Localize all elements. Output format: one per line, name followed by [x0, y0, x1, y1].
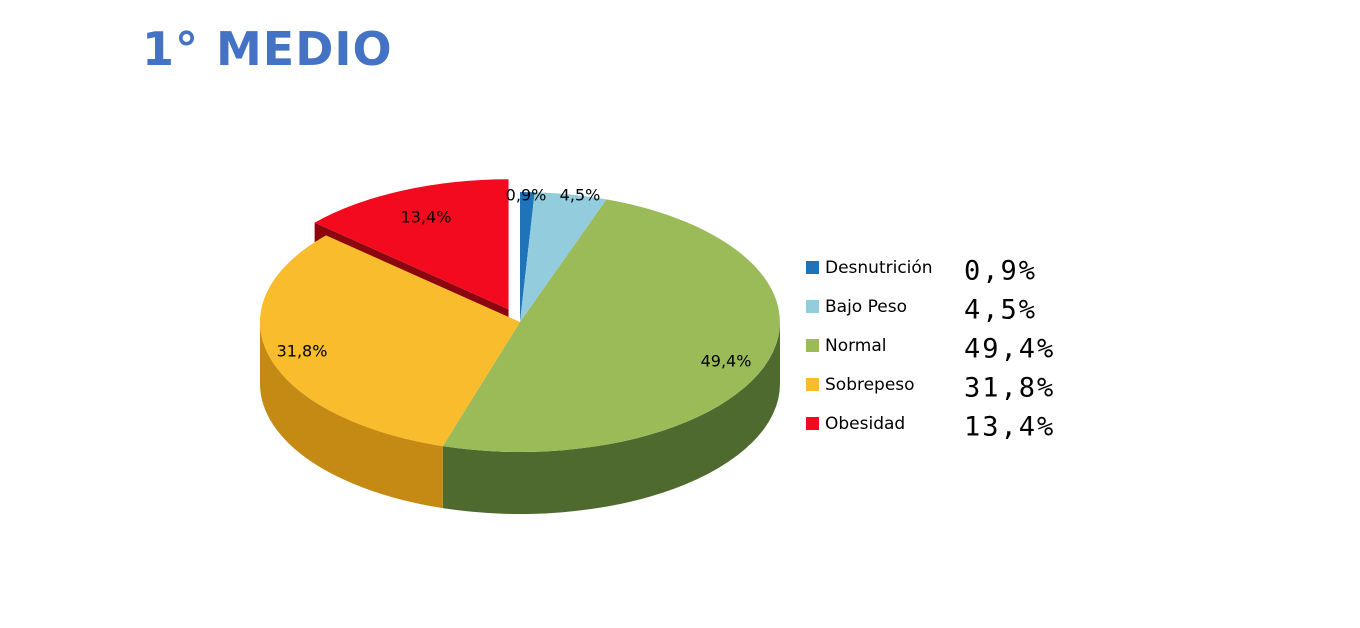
- data-label-normal: 49,4%: [701, 352, 752, 371]
- legend-value-normal: 49,4%: [964, 334, 1055, 365]
- pie-slice-obesidad: [314, 179, 509, 310]
- chart-title: 1° MEDIO: [142, 22, 393, 76]
- data-labels: 0,9% 4,5% 49,4% 31,8% 13,4%: [277, 186, 752, 371]
- legend-value-desnutrición: 0,9%: [964, 256, 1037, 287]
- legend-label-sobrepeso: Sobrepeso: [825, 375, 915, 395]
- legend-label-bajo-peso: Bajo Peso: [825, 297, 907, 317]
- pie-slice-desnutrición: [520, 192, 535, 322]
- data-label-bajo-peso: 4,5%: [560, 186, 601, 205]
- legend-value-obesidad: 13,4%: [964, 412, 1055, 443]
- pie-slice-sobrepeso: [260, 235, 520, 447]
- pie-side-normal: [442, 322, 780, 514]
- pie-slice-bajo-peso: [520, 192, 607, 322]
- pie-slice-normal: [442, 199, 780, 452]
- pie-slices: [260, 179, 780, 452]
- legend-swatch-obesidad: [806, 417, 819, 430]
- legend-value-sobrepeso: 31,8%: [964, 373, 1055, 404]
- data-label-obesidad: 13,4%: [401, 208, 452, 227]
- pie-side-sobrepeso: [260, 322, 443, 509]
- legend-swatch-sobrepeso: [806, 378, 819, 391]
- legend-swatch-desnutrición: [806, 261, 819, 274]
- legend-label-normal: Normal: [825, 336, 887, 356]
- data-label-sobrepeso: 31,8%: [277, 342, 328, 361]
- legend-label-desnutrición: Desnutrición: [825, 258, 933, 278]
- legend-label-obesidad: Obesidad: [825, 414, 905, 434]
- legend-swatch-normal: [806, 339, 819, 352]
- data-label-desnutrición: 0,9%: [506, 186, 547, 205]
- legend: Desnutrición 0,9% Bajo Peso 4,5% Normal 49,4%…: [806, 256, 1055, 443]
- legend-value-bajo-peso: 4,5%: [964, 295, 1037, 326]
- legend-swatch-bajo-peso: [806, 300, 819, 313]
